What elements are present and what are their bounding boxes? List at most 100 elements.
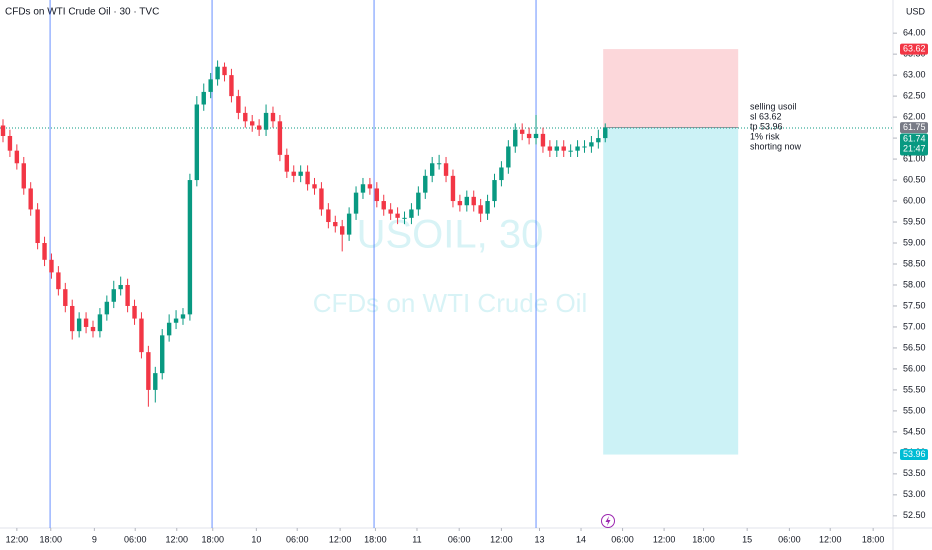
- last-price: 61.74: [903, 133, 926, 143]
- candle-body: [42, 243, 47, 260]
- candle: [76, 312, 82, 338]
- candle: [499, 161, 504, 187]
- candle-body: [575, 146, 580, 151]
- candle-body: [70, 305, 75, 332]
- candle-body: [250, 121, 255, 126]
- candle-body: [333, 222, 338, 227]
- candle-body: [180, 314, 186, 319]
- candle-body: [104, 301, 110, 315]
- x-tick-label: 10: [251, 534, 261, 544]
- x-tick-label: 12:00: [490, 534, 513, 544]
- candle: [222, 62, 227, 82]
- candle: [471, 190, 476, 212]
- x-tick-label: 12:00: [819, 534, 842, 544]
- candle: [381, 194, 386, 216]
- candle-body: [236, 96, 241, 113]
- candle-body: [374, 188, 380, 202]
- x-tick-label: 06:00: [778, 534, 801, 544]
- candle-body: [423, 175, 428, 193]
- y-tick-label: 62.50: [903, 90, 926, 100]
- candle: [457, 194, 463, 212]
- candle: [540, 127, 546, 153]
- candle-body: [139, 318, 144, 353]
- replay-icon[interactable]: [601, 514, 615, 528]
- stop-zone: [603, 49, 739, 128]
- candle-body: [353, 192, 359, 214]
- x-tick-label: 12:00: [653, 534, 676, 544]
- candle-body: [554, 146, 559, 151]
- candle: [506, 140, 511, 174]
- candle: [416, 186, 421, 216]
- x-tick-label: 06:00: [286, 534, 309, 544]
- candle-body: [97, 314, 103, 332]
- candle: [312, 177, 317, 195]
- candle-body: [263, 112, 269, 130]
- target-price-tag-bg: [900, 449, 928, 461]
- candle-body: [499, 167, 504, 181]
- candle-body: [443, 163, 449, 176]
- candle: [153, 366, 158, 403]
- candle: [187, 173, 193, 321]
- candle-body: [540, 133, 546, 147]
- currency: USD: [906, 6, 926, 16]
- candle: [395, 207, 400, 225]
- y-tick-label: 57.00: [903, 321, 926, 331]
- candle: [388, 203, 393, 220]
- candle: [35, 203, 40, 250]
- x-tick-label: 14: [576, 534, 586, 544]
- candle-body: [568, 150, 573, 152]
- candle-body: [506, 146, 511, 168]
- entry-price-tag-bg: [900, 122, 928, 134]
- watermark-sub: CFDs on WTI Crude Oil: [313, 288, 588, 318]
- candle-body: [457, 201, 463, 206]
- candle: [70, 299, 75, 340]
- y-tick-label: 62.00: [903, 111, 926, 121]
- x-tick-label: 18:00: [201, 534, 224, 544]
- candle: [429, 156, 435, 183]
- candle: [346, 207, 352, 241]
- candle-body: [76, 318, 82, 332]
- candle: [575, 140, 580, 157]
- candle: [14, 144, 20, 170]
- candle: [367, 177, 373, 195]
- candle: [450, 169, 456, 208]
- candle-body: [35, 209, 40, 244]
- candle: [56, 266, 61, 296]
- candle: [568, 144, 573, 157]
- candle: [526, 127, 532, 145]
- annotation: sl 63.62: [750, 111, 782, 121]
- x-tick-label: 13: [534, 534, 544, 544]
- candle-body: [582, 146, 587, 148]
- target-price-tag: 53.96: [903, 449, 926, 459]
- target-zone: [603, 127, 739, 455]
- candle: [270, 106, 276, 128]
- candle: [443, 156, 449, 183]
- candle-body: [146, 352, 151, 390]
- candle-body: [243, 112, 248, 122]
- candle-body: [326, 209, 331, 223]
- x-tick-label: 06:00: [124, 534, 147, 544]
- y-tick-label: 52.50: [903, 510, 926, 520]
- annotation: shorting now: [750, 141, 802, 151]
- candle: [513, 123, 518, 153]
- candle-body: [471, 196, 476, 206]
- candle-body: [160, 335, 165, 374]
- y-tick-label: 63.00: [903, 70, 926, 80]
- candle: [582, 140, 587, 153]
- candle-body: [153, 373, 158, 390]
- candle: [256, 119, 262, 136]
- candle-body: [21, 163, 26, 189]
- y-tick-label: 56.50: [903, 342, 926, 352]
- candle: [436, 154, 442, 170]
- y-tick-label: 57.50: [903, 300, 926, 310]
- candle: [298, 165, 303, 183]
- candle-body: [519, 129, 525, 134]
- candle: [180, 308, 186, 325]
- candle: [374, 182, 380, 208]
- x-tick-label: 12:00: [6, 534, 29, 544]
- candle: [21, 156, 26, 195]
- x-tick-label: 18:00: [39, 534, 62, 544]
- candle-body: [409, 209, 414, 218]
- candle: [263, 104, 269, 136]
